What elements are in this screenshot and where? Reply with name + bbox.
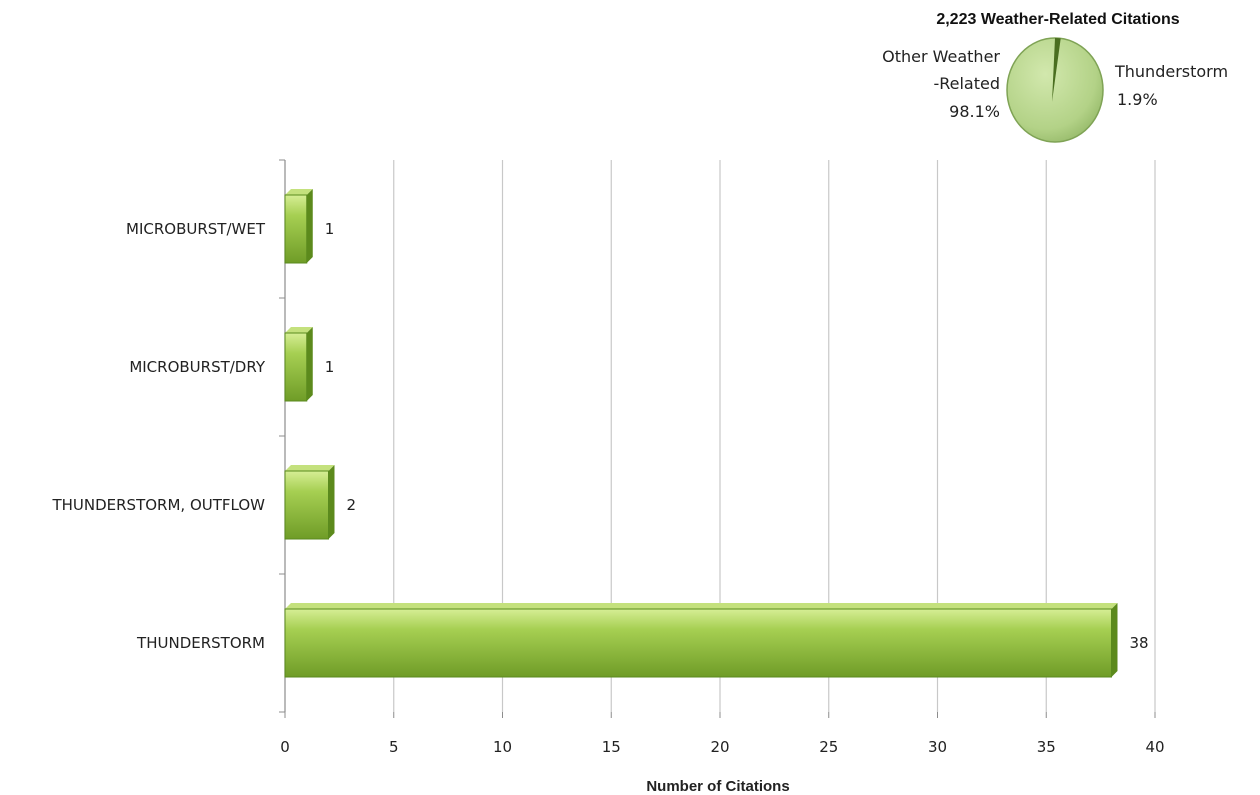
bar-side-face [1111,603,1118,677]
x-tick-label-0: 0 [280,738,290,756]
data-label-2: 2 [347,496,357,514]
x-tick-label-5: 5 [389,738,399,756]
category-label-3: THUNDERSTORM [136,634,265,652]
pie-label-0-line-2: 98.1% [949,102,1000,121]
x-tick-label-40: 40 [1145,738,1164,756]
bar-top-face [285,603,1118,609]
x-axis-title: Number of Citations [646,778,789,795]
pie-label-0-line-0: Other Weather [882,47,1000,66]
data-label-3: 38 [1130,634,1149,652]
bars [284,189,1118,678]
bar-2 [284,465,335,540]
x-tick-label-35: 35 [1037,738,1056,756]
pie-label-1-line-0: Thunderstorm [1114,62,1228,81]
pie-label-1-line-1: 1.9% [1117,90,1158,109]
category-label-1: MICROBURST/DRY [129,358,266,376]
pie-slice-1 [1052,38,1061,102]
bar-3 [284,603,1118,678]
x-tick-label-30: 30 [928,738,947,756]
bar-top-face [285,327,313,333]
x-tick-label-20: 20 [710,738,729,756]
bar-front-face [284,470,329,540]
pie-label-0-line-1: -Related [933,74,1000,93]
bar-front-face [284,194,308,264]
bar-0 [284,189,313,264]
category-label-0: MICROBURST/WET [126,220,266,238]
pie-chart: Other Weather -Related 98.1% Thunderstorm 1.… [882,37,1228,143]
category-label-2: THUNDERSTORM, OUTFLOW [51,496,265,514]
x-tick-label-25: 25 [819,738,838,756]
bar-side-face [306,327,313,401]
pie-title: 2,223 Weather-Related Citations [936,11,1179,28]
bar-1 [284,327,313,402]
bar-top-face [285,465,335,471]
bar-side-face [306,189,313,263]
data-label-0: 1 [325,220,335,238]
bar-front-face [284,608,1112,678]
bar-side-face [328,465,335,539]
x-tick-label-15: 15 [602,738,621,756]
data-label-1: 1 [325,358,335,376]
bar-front-face [284,332,308,402]
labels: 0 5 10 15 20 25 30 35 40 1 MICROBURST/WET 1 MICROBUR… [51,220,1164,756]
gridlines [393,160,1156,712]
x-tick-label-10: 10 [493,738,512,756]
bar-top-face [285,189,313,195]
